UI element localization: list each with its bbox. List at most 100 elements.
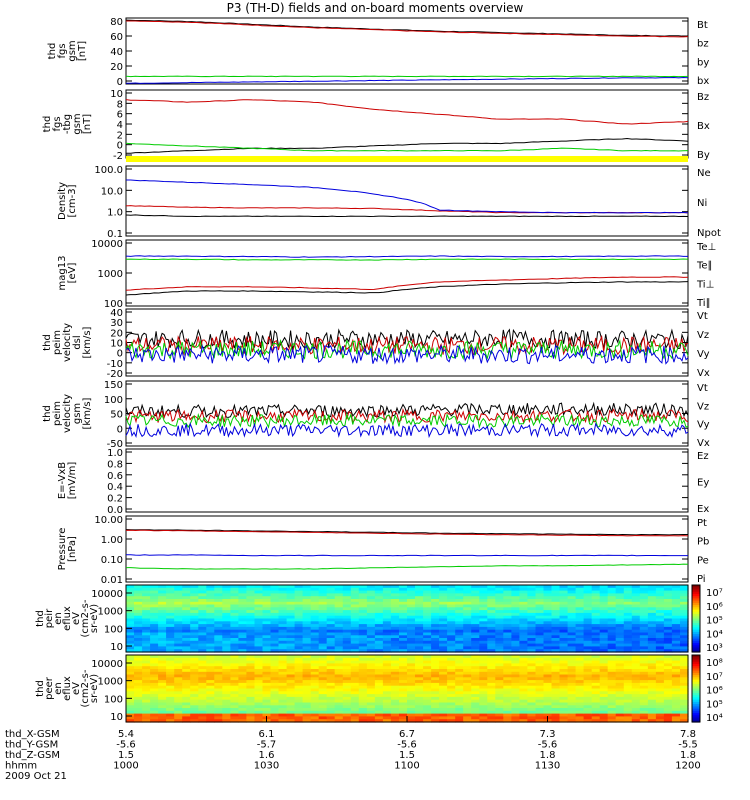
peir-cell bbox=[166, 590, 175, 594]
peer-cell bbox=[134, 713, 143, 717]
peer-cell bbox=[527, 708, 536, 712]
peer-cell bbox=[663, 708, 673, 712]
vel_dsl-tick-label: -10 bbox=[107, 359, 123, 370]
peer-cell bbox=[647, 688, 657, 692]
peer-cell bbox=[631, 713, 641, 717]
peer-cell bbox=[286, 688, 296, 692]
peer-cell bbox=[222, 669, 231, 673]
peer-cell bbox=[671, 680, 681, 684]
peer-cell bbox=[399, 688, 408, 692]
peir-cell bbox=[591, 640, 601, 645]
peer-cell bbox=[214, 702, 223, 706]
temp-ylabel: [eV] bbox=[67, 263, 78, 284]
peir-cell bbox=[399, 626, 408, 631]
peir-cell bbox=[495, 626, 504, 631]
vel_dsl-tick-label: 40 bbox=[110, 308, 123, 319]
peir-cell bbox=[142, 593, 151, 597]
peir-cell bbox=[390, 640, 400, 645]
peir-cell bbox=[230, 649, 239, 653]
peir-cell bbox=[431, 618, 440, 622]
peir-cell bbox=[318, 646, 328, 650]
peir-cell bbox=[262, 604, 272, 608]
peir-cell bbox=[655, 643, 665, 647]
peir-cell bbox=[254, 618, 264, 622]
peir-colorbar-cell bbox=[692, 587, 700, 590]
x-tick-label: 1.8 bbox=[680, 750, 696, 761]
peer-cell bbox=[286, 671, 296, 676]
peir-cell bbox=[455, 618, 464, 622]
peir-cell bbox=[166, 593, 175, 597]
peir-cell bbox=[543, 646, 553, 650]
peer-cell bbox=[214, 699, 223, 704]
peer-cell bbox=[382, 674, 392, 678]
peir-cell bbox=[382, 629, 392, 634]
peir-cell bbox=[390, 612, 400, 617]
peer-cell bbox=[342, 663, 352, 667]
peir-cell bbox=[615, 607, 625, 611]
peir-cell bbox=[382, 585, 392, 589]
peer-cell bbox=[471, 669, 480, 673]
peir-cell bbox=[246, 601, 255, 606]
peer-colorbar-cell bbox=[692, 699, 700, 703]
peir-cell bbox=[278, 624, 288, 628]
peer-cell bbox=[431, 657, 440, 662]
peir-cell bbox=[647, 626, 657, 631]
peir-cell bbox=[278, 649, 288, 653]
vel_dsl-legend-Vx: Vx bbox=[697, 368, 710, 379]
peir-cell bbox=[511, 624, 520, 628]
peer-cell bbox=[671, 719, 681, 723]
peer-cell bbox=[639, 719, 649, 723]
peer-cell bbox=[222, 660, 231, 664]
peir-cell bbox=[126, 599, 135, 603]
peir-cell bbox=[262, 618, 272, 622]
peir-cell bbox=[463, 601, 472, 606]
peer-cell bbox=[318, 719, 328, 723]
peer-cell bbox=[655, 710, 665, 715]
peer-cell bbox=[487, 699, 496, 704]
peir-cell bbox=[543, 626, 553, 631]
peir-cell bbox=[262, 629, 272, 634]
peir-cell bbox=[407, 624, 416, 628]
peir-cell bbox=[479, 632, 488, 636]
peer-cell bbox=[407, 655, 416, 659]
peer-cell bbox=[535, 663, 545, 667]
peer-cell bbox=[680, 694, 689, 698]
peer-cell bbox=[407, 671, 416, 676]
peir-cell bbox=[318, 621, 328, 625]
peer-cell bbox=[663, 705, 673, 709]
peir-cell bbox=[479, 596, 488, 600]
peir-cell bbox=[294, 618, 304, 622]
peer-cell bbox=[551, 671, 561, 676]
peir-cell bbox=[503, 649, 512, 653]
peir-cell bbox=[487, 601, 496, 606]
peir-cell bbox=[399, 590, 408, 594]
peer-cell bbox=[334, 716, 344, 720]
peir-cell bbox=[615, 626, 625, 631]
peir-cell bbox=[471, 604, 480, 608]
peir-cell bbox=[326, 612, 336, 617]
peir-cell bbox=[350, 599, 360, 603]
x-row-label: thd_Y-GSM bbox=[5, 740, 58, 751]
peer-cell bbox=[142, 660, 151, 664]
peer-cell bbox=[567, 699, 577, 704]
peir-cell bbox=[415, 596, 424, 600]
peir-cell bbox=[334, 610, 344, 614]
peir-cell bbox=[390, 585, 400, 589]
peer-cell bbox=[495, 699, 504, 704]
temp-tick-label: 1000 bbox=[98, 269, 123, 280]
peer-cell bbox=[463, 716, 472, 720]
peer-cell bbox=[382, 705, 392, 709]
peer-cell bbox=[326, 655, 336, 659]
peer-cell bbox=[591, 657, 601, 662]
peir-cell bbox=[206, 607, 215, 611]
peir-cell bbox=[399, 610, 408, 614]
peer-cell bbox=[270, 685, 280, 690]
peir-cell bbox=[230, 596, 239, 600]
peir-cell bbox=[663, 599, 673, 603]
peir-cell bbox=[366, 615, 376, 620]
peer-cell bbox=[511, 671, 520, 676]
peir-cell bbox=[399, 629, 408, 634]
peer-colorbar-cell bbox=[692, 661, 700, 665]
peir-cell bbox=[655, 599, 665, 603]
peer-cell bbox=[583, 666, 593, 670]
